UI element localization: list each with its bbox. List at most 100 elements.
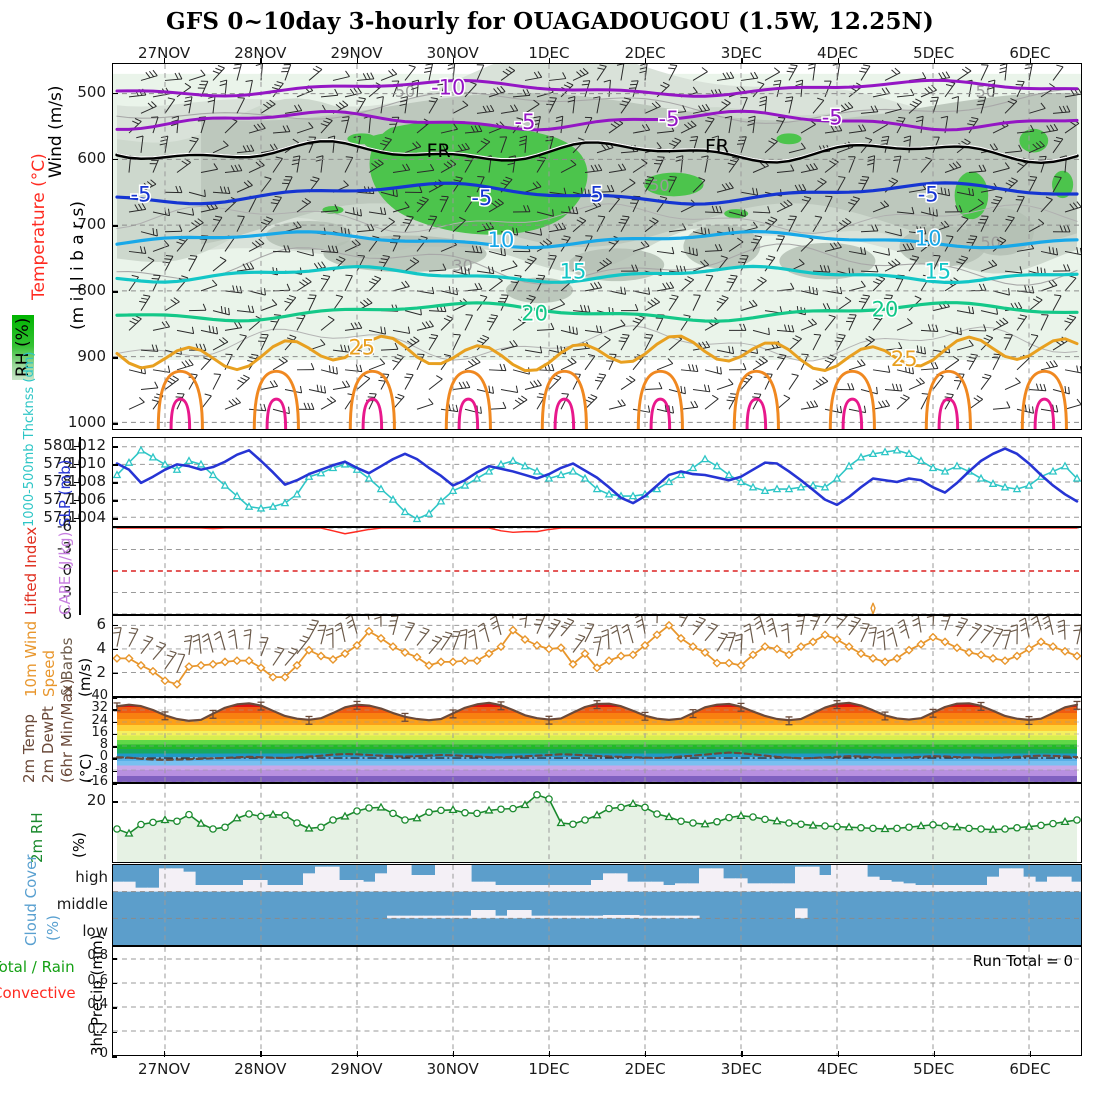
tick-mark [112, 291, 118, 293]
tick-mark [112, 446, 118, 448]
svg-text:20: 20 [521, 302, 548, 326]
axis-tick-label: 700 [77, 215, 106, 233]
tick-mark [1029, 58, 1032, 64]
run-total-label: Run Total = 0 [972, 952, 1073, 970]
tick-mark [112, 746, 117, 748]
axis-tick-label: 1000 [67, 413, 106, 432]
tick-mark [645, 1051, 647, 1057]
precip-plot [113, 947, 1081, 1055]
axis-tick-label: 500 [77, 82, 106, 101]
tick-mark [112, 721, 117, 724]
axis-caption: (%) [44, 915, 62, 941]
axis-caption: Cloud Cover [22, 854, 40, 946]
svg-text:20: 20 [872, 298, 899, 322]
precip-total-legend: Total / Rain [0, 958, 75, 976]
tick-mark [74, 482, 80, 484]
tick-mark [112, 1056, 117, 1058]
axis-tick-label: 0 [62, 561, 72, 579]
axis-caption: (°C) [77, 753, 95, 783]
axis-tick-label: 800 [77, 281, 106, 300]
x-axis-tick-label: 27NOV [138, 44, 191, 62]
tick-mark [112, 982, 117, 985]
tick-mark [112, 770, 117, 773]
temp-dewpt-panel [112, 697, 1082, 783]
x-axis-tick-label: 1DEC [528, 1060, 570, 1078]
tick-mark [260, 58, 262, 64]
svg-text:30: 30 [452, 256, 472, 275]
axis-tick-label: -8 [95, 761, 108, 777]
x-axis-tick-label: 5DEC [913, 44, 955, 62]
svg-text:15: 15 [924, 259, 951, 283]
svg-text:-5: -5 [515, 110, 536, 134]
x-axis-tick-label: 29NOV [330, 1060, 383, 1078]
axis-tick-label: 4 [96, 638, 106, 657]
lifted-index-cape-panel [112, 527, 1082, 615]
svg-text:FR: FR [705, 135, 729, 157]
axis-tick-label: middle [56, 895, 108, 913]
svg-text:FR: FR [427, 140, 451, 162]
axis-caption: (%) [70, 832, 88, 858]
axis-caption: 2m Temp [20, 714, 38, 783]
axis-tick-label: 0.6 [87, 972, 108, 988]
x-axis-tick-label: 28NOV [234, 44, 287, 62]
x-axis-tick-label: 6DEC [1009, 44, 1051, 62]
tick-mark [452, 1051, 455, 1057]
tick-mark [112, 709, 117, 711]
tick-mark [933, 58, 936, 64]
svg-text:50: 50 [980, 233, 1000, 252]
precip-convective-legend: Convective [0, 984, 76, 1002]
temp-dewpt-plot [113, 698, 1081, 782]
axis-tick-label: 24 [91, 712, 108, 728]
axis-caption: 10m Wind [22, 620, 40, 697]
axis-tick-label: 0 [99, 749, 108, 765]
axis-tick-label: 32 [91, 700, 108, 716]
axis-caption: Wind (m/s) [46, 85, 66, 178]
tick-mark [112, 783, 117, 785]
lifted-index-plot [113, 528, 1081, 614]
svg-text:-5: -5 [918, 183, 939, 207]
axis-caption: (6hr Min/Max) [58, 678, 76, 783]
tick-mark [112, 423, 118, 425]
tick-mark [112, 518, 118, 520]
axis-tick-label: 577 [43, 490, 72, 508]
tick-mark [1029, 1051, 1032, 1057]
tick-mark [112, 464, 118, 466]
tick-mark [112, 357, 118, 359]
tick-mark [74, 446, 80, 448]
axis-caption: CAPE (J/kg) [56, 531, 74, 615]
axis-caption: Temperature (°C) [29, 153, 49, 300]
axis-tick-label: 40 [91, 688, 108, 703]
x-axis-tick-label: 2DEC [624, 44, 666, 62]
tick-mark [112, 158, 118, 161]
x-axis-tick-label: 3DEC [720, 44, 762, 62]
x-axis-tick-label: 4DEC [816, 44, 859, 62]
tick-mark [741, 1051, 743, 1057]
x-axis-tick-label: 28NOV [234, 1060, 287, 1078]
tick-mark [112, 733, 117, 736]
tick-mark [74, 500, 80, 502]
axis-tick-label: 1004 [67, 508, 106, 526]
axis-tick-label: -6 [57, 517, 72, 535]
svg-text:15: 15 [560, 259, 587, 283]
axis-tick-label: 16 [91, 724, 108, 740]
page-title: GFS 0~10day 3-hourly for OUAGADOUGOU (1.… [166, 8, 934, 35]
tick-mark [112, 482, 118, 484]
tick-mark [356, 1051, 358, 1057]
axis-tick-label: 8 [99, 737, 108, 753]
tick-mark [164, 58, 166, 64]
x-axis-tick-label: 4DEC [816, 1060, 859, 1078]
slp-thickness-plot [113, 438, 1081, 526]
tick-mark [112, 672, 118, 675]
tick-mark [164, 1051, 166, 1057]
tick-mark [112, 697, 117, 699]
x-axis-tick-label: 29NOV [330, 44, 383, 62]
x-axis-tick-label: 27NOV [138, 1060, 191, 1078]
axis-tick-label: 0.4 [87, 997, 108, 1013]
x-axis-tick-label: 5DEC [913, 1060, 955, 1078]
axis-tick-label: 600 [77, 148, 106, 167]
axis-tick-label: 0.2 [87, 1021, 108, 1037]
tick-mark [112, 92, 118, 95]
axis-tick-label: 1010 [67, 454, 106, 472]
tick-mark [112, 801, 118, 804]
